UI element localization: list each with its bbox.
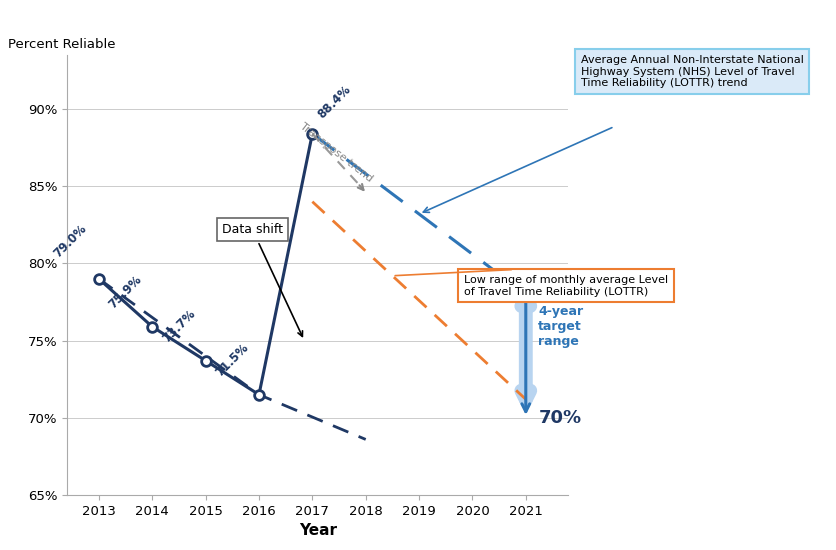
Text: 79%: 79%	[538, 270, 582, 288]
X-axis label: Year: Year	[298, 523, 337, 538]
Text: 88.4%: 88.4%	[315, 83, 354, 122]
Text: Data shift: Data shift	[222, 223, 303, 337]
Text: 79.0%: 79.0%	[51, 222, 89, 260]
Text: 71.5%: 71.5%	[213, 341, 252, 379]
Text: Average Annual Non-Interstate National
Highway System (NHS) Level of Travel
Time: Average Annual Non-Interstate National H…	[581, 55, 804, 88]
Text: Low range of monthly average Level
of Travel Time Reliability (LOTTR): Low range of monthly average Level of Tr…	[464, 275, 668, 296]
Text: Percent Reliable: Percent Reliable	[8, 39, 116, 52]
Text: 73.7%: 73.7%	[161, 307, 198, 345]
Text: 4-year
target
range: 4-year target range	[538, 305, 584, 348]
Text: Transpose trend: Transpose trend	[298, 121, 375, 184]
Text: 70%: 70%	[538, 409, 582, 427]
Text: 75.9%: 75.9%	[107, 273, 145, 311]
